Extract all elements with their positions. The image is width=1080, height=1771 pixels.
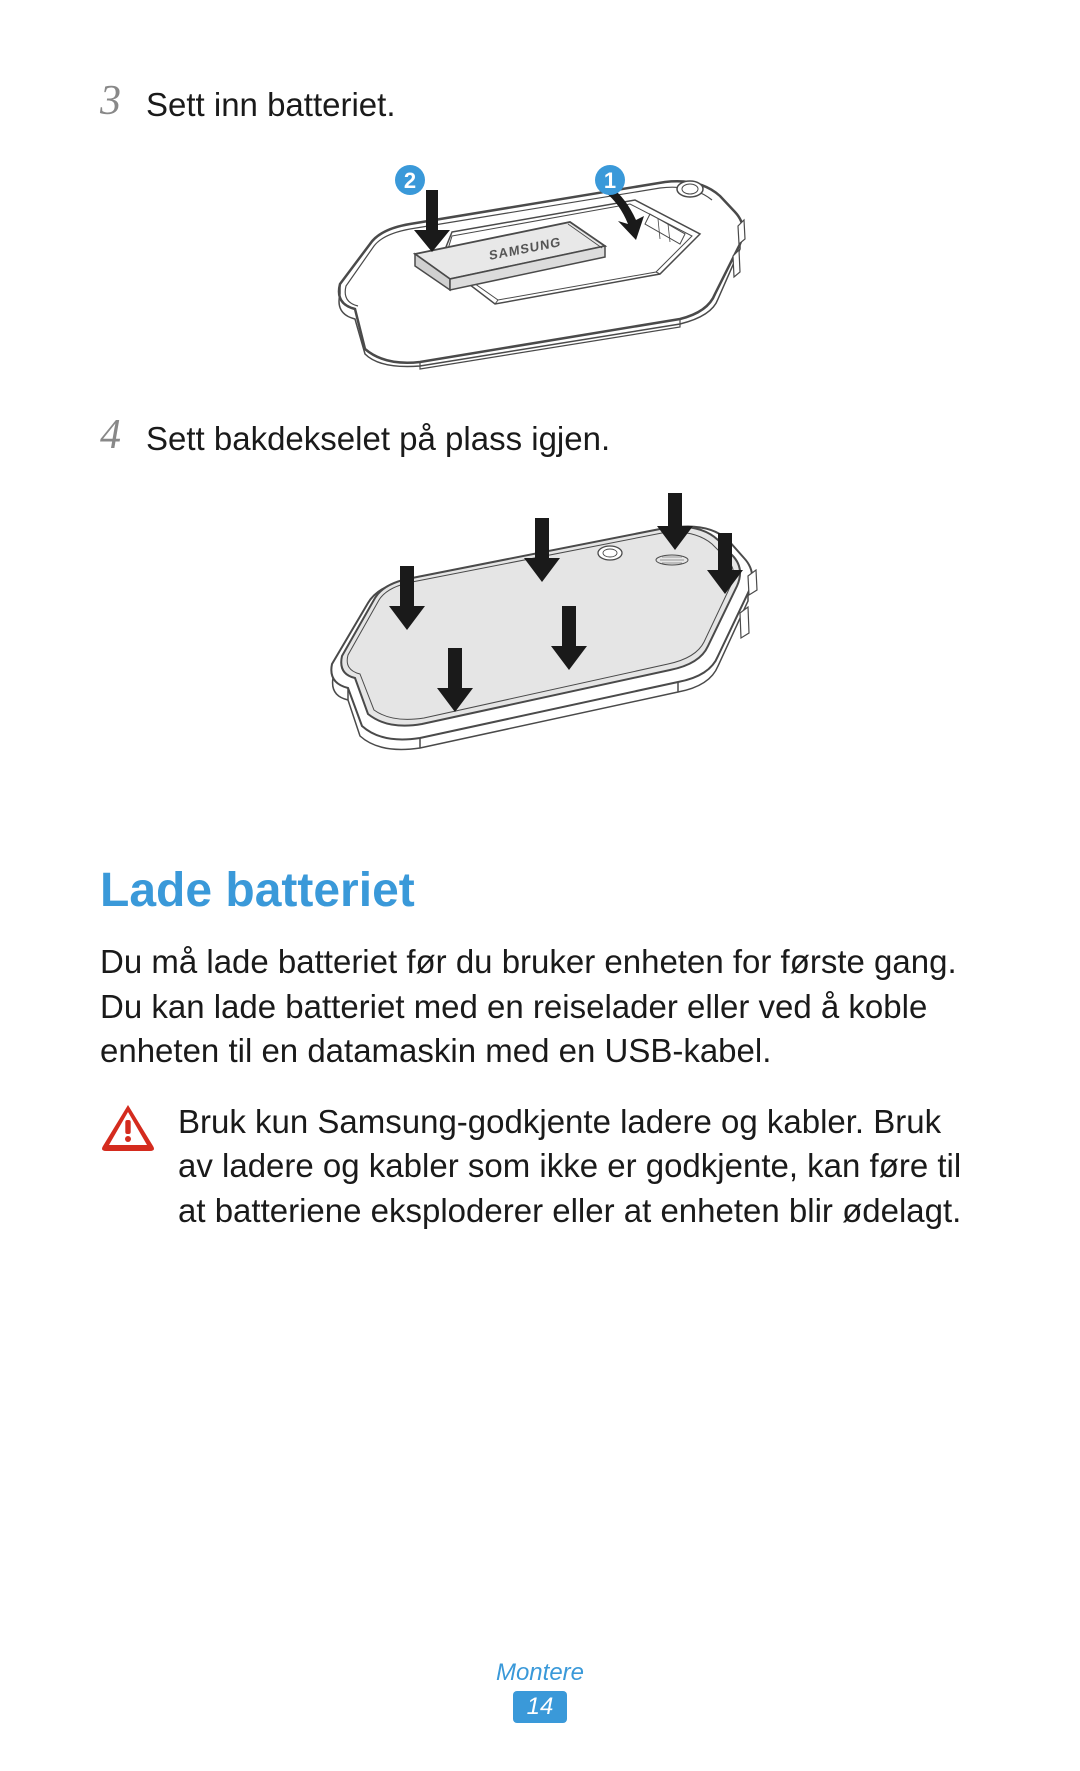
illustration-back-cover [100, 478, 980, 793]
step-row: 3 Sett inn batteriet. [100, 80, 980, 124]
step-number: 3 [100, 80, 130, 122]
warning-block: Bruk kun Samsung-godkjente ladere og kab… [100, 1100, 980, 1234]
step-row: 4 Sett bakdekselet på plass igjen. [100, 414, 980, 458]
section-heading: Lade batteriet [100, 863, 980, 918]
footer-section-name: Montere [0, 1659, 1080, 1687]
page-number-badge: 14 [513, 1691, 568, 1723]
step-text: Sett bakdekselet på plass igjen. [146, 414, 610, 458]
back-cover-diagram [310, 478, 770, 788]
illustration-battery-insert: SAMSUNG 2 1 [100, 144, 980, 384]
svg-text:1: 1 [604, 168, 616, 193]
step-number: 4 [100, 414, 130, 456]
body-paragraph: Du må lade batteriet før du bruker enhet… [100, 940, 980, 1074]
step-text: Sett inn batteriet. [146, 80, 395, 124]
page-footer: Montere 14 [0, 1659, 1080, 1723]
battery-insert-diagram: SAMSUNG 2 1 [320, 144, 760, 379]
warning-text: Bruk kun Samsung-godkjente ladere og kab… [178, 1100, 980, 1234]
warning-icon [100, 1102, 156, 1157]
svg-text:2: 2 [404, 168, 416, 193]
